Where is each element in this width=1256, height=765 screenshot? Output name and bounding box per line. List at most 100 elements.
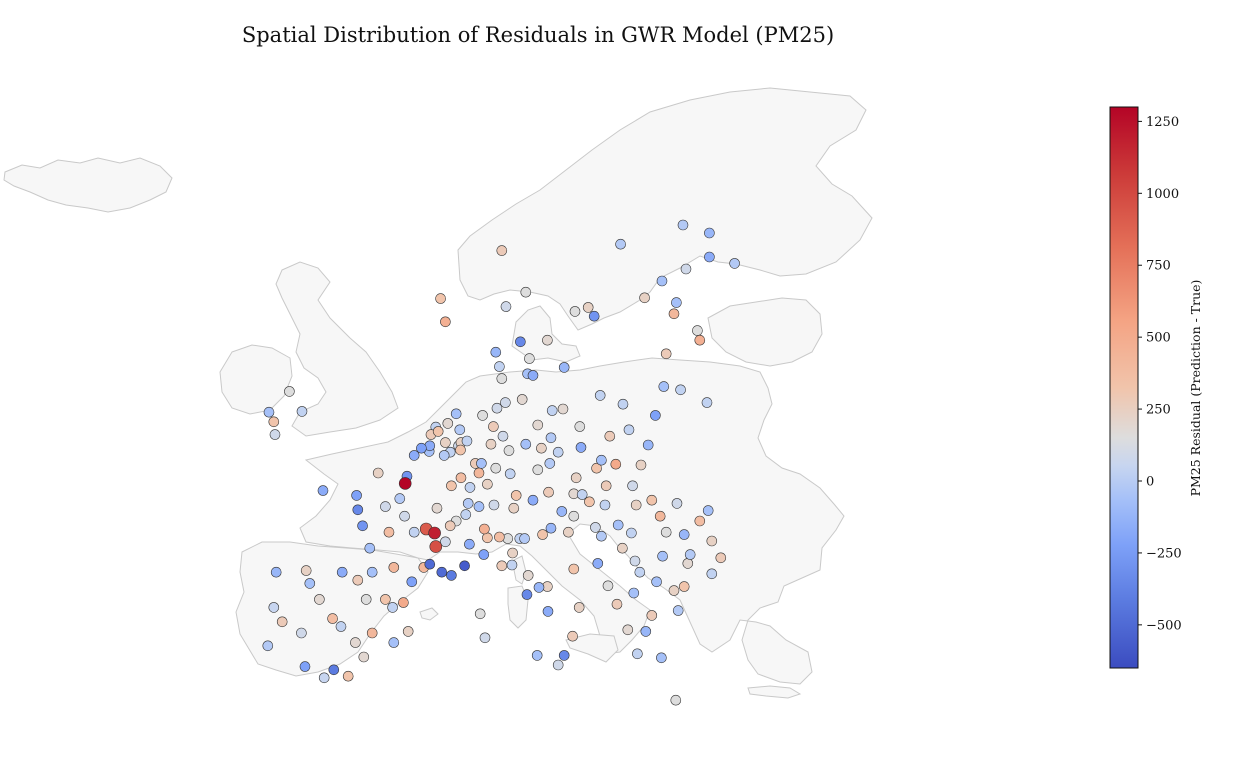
residual-point (623, 424, 635, 436)
land-iberia (235, 541, 429, 677)
residual-point (531, 650, 543, 661)
residual-point (398, 597, 409, 608)
residual-point (503, 445, 515, 456)
colorbar-tick-label: −250 (1146, 546, 1182, 561)
residual-point (490, 346, 502, 358)
residual-point (482, 532, 493, 544)
residual-point (702, 505, 714, 516)
residual-point (568, 563, 580, 575)
residual-point (515, 336, 526, 348)
residual-point (543, 486, 554, 498)
residual-point (461, 435, 473, 447)
residual-point (558, 362, 570, 373)
residual-point (646, 610, 658, 621)
residual-point (536, 442, 547, 454)
residual-point (299, 661, 311, 672)
residual-point (366, 566, 378, 578)
residual-point (656, 275, 668, 287)
residual-point (552, 659, 564, 671)
residual-point (336, 566, 348, 578)
residual-point (269, 429, 281, 440)
residual-point (455, 472, 467, 484)
residual-point (454, 424, 466, 436)
residual-point (510, 490, 522, 501)
residual-point (546, 405, 558, 416)
residual-point (428, 526, 441, 540)
residual-point (706, 568, 718, 580)
residual-point (651, 576, 662, 588)
residual-point (656, 652, 667, 664)
residual-point (262, 640, 274, 652)
residual-point (629, 555, 641, 567)
residual-point (639, 292, 650, 304)
residual-point (496, 245, 508, 256)
residual-point (296, 627, 307, 639)
residual-point (358, 651, 370, 663)
residual-point (372, 467, 384, 479)
residual-point (615, 238, 626, 250)
residual-point (627, 480, 638, 492)
residual-point (677, 219, 689, 231)
residual-point (692, 325, 703, 336)
residual-point (276, 616, 288, 628)
residual-point (473, 501, 485, 512)
residual-point (408, 526, 420, 538)
europe-country-outlines (3, 87, 873, 699)
residual-point (364, 542, 376, 554)
residual-point (591, 462, 602, 474)
residual-point (479, 632, 491, 644)
residual-point (532, 464, 544, 476)
residual-point (704, 227, 715, 239)
residual-point (360, 594, 372, 605)
residual-point (668, 308, 680, 320)
residual-point (497, 430, 509, 442)
residual-point (284, 386, 295, 397)
residual-point (398, 477, 412, 490)
residual-point (485, 438, 497, 450)
colorbar-tick-label: 750 (1146, 259, 1171, 274)
residual-point (617, 398, 629, 410)
residual-point (568, 510, 580, 522)
residual-point (388, 637, 400, 648)
residual-point (335, 621, 347, 632)
residual-point (527, 494, 539, 506)
residual-point (488, 421, 499, 432)
residual-point (545, 522, 557, 534)
residual-point (592, 558, 604, 569)
residual-point (429, 540, 443, 553)
residual-point (268, 602, 280, 613)
residual-point (630, 499, 642, 511)
residual-point (678, 529, 690, 540)
land-scandinavia (457, 87, 873, 331)
residual-point (521, 589, 533, 600)
residual-point (660, 526, 672, 538)
residual-point (642, 439, 654, 451)
colorbar-ticks: 1250 1000 750 500 250 0 −250 −500 (1138, 115, 1182, 633)
residual-point (507, 547, 518, 559)
residual-point (684, 549, 696, 560)
residual-points (262, 219, 740, 706)
colorbar-tick-label: 250 (1146, 403, 1171, 418)
residual-point (520, 286, 532, 298)
residual-point (270, 566, 282, 578)
residual-point (387, 602, 398, 613)
residual-point (304, 578, 316, 589)
residual-point (715, 552, 727, 564)
colorbar-tick-label: 500 (1146, 331, 1171, 346)
residual-point (446, 480, 457, 492)
residual-point (658, 381, 670, 392)
residual-point (500, 301, 512, 312)
residual-point (635, 459, 647, 471)
residual-point (380, 501, 391, 512)
residual-point (600, 480, 612, 492)
land-crete (747, 685, 802, 699)
residual-point (569, 306, 581, 317)
residual-point (450, 408, 462, 420)
residual-point (522, 570, 534, 581)
residual-point (508, 502, 520, 514)
residual-point (570, 472, 582, 484)
colorbar-tick-label: 1000 (1146, 187, 1179, 202)
residual-point (383, 526, 395, 538)
residual-point (357, 520, 368, 532)
